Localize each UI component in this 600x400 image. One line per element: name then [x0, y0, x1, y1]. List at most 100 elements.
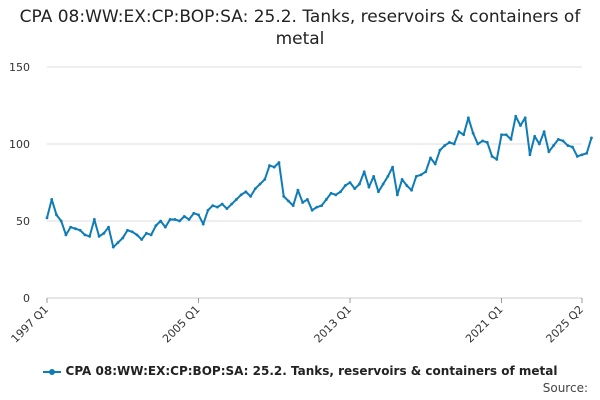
- data-point[interactable]: [443, 144, 447, 147]
- data-point[interactable]: [466, 116, 470, 120]
- data-point[interactable]: [362, 170, 366, 174]
- data-point[interactable]: [130, 230, 134, 234]
- data-point[interactable]: [102, 231, 106, 235]
- data-point[interactable]: [381, 182, 385, 186]
- data-point[interactable]: [552, 144, 555, 147]
- data-point[interactable]: [116, 241, 120, 244]
- data-point[interactable]: [258, 182, 262, 186]
- data-point[interactable]: [400, 178, 404, 181]
- data-point[interactable]: [462, 133, 466, 137]
- data-point[interactable]: [291, 204, 295, 208]
- data-point[interactable]: [410, 188, 413, 192]
- data-point[interactable]: [220, 202, 224, 206]
- data-point[interactable]: [97, 235, 101, 238]
- data-point[interactable]: [178, 219, 181, 223]
- data-point[interactable]: [500, 133, 503, 137]
- data-point[interactable]: [571, 145, 574, 149]
- data-point[interactable]: [173, 218, 177, 221]
- data-point[interactable]: [424, 170, 428, 174]
- data-point[interactable]: [329, 191, 333, 195]
- data-point[interactable]: [452, 142, 456, 146]
- data-point[interactable]: [448, 141, 451, 144]
- data-point[interactable]: [187, 218, 191, 221]
- data-point[interactable]: [523, 116, 527, 120]
- data-point[interactable]: [182, 214, 186, 218]
- data-point[interactable]: [391, 165, 395, 169]
- data-point[interactable]: [78, 228, 82, 232]
- data-point[interactable]: [74, 227, 77, 231]
- data-point[interactable]: [490, 154, 494, 158]
- data-point[interactable]: [145, 231, 148, 235]
- data-point[interactable]: [107, 225, 110, 229]
- data-point[interactable]: [253, 187, 257, 191]
- data-point[interactable]: [405, 184, 409, 187]
- data-point[interactable]: [192, 211, 196, 215]
- data-point[interactable]: [64, 233, 68, 237]
- data-point[interactable]: [126, 228, 129, 232]
- data-point[interactable]: [514, 114, 518, 118]
- data-point[interactable]: [263, 178, 267, 181]
- data-point[interactable]: [135, 233, 139, 237]
- data-point[interactable]: [140, 238, 144, 241]
- data-point[interactable]: [272, 165, 276, 169]
- data-point[interactable]: [230, 202, 234, 206]
- data-point[interactable]: [168, 218, 172, 221]
- data-point[interactable]: [50, 198, 54, 201]
- data-point[interactable]: [301, 201, 305, 204]
- data-point[interactable]: [121, 236, 125, 240]
- data-point[interactable]: [239, 193, 243, 197]
- data-point[interactable]: [197, 213, 200, 217]
- data-point[interactable]: [395, 193, 399, 197]
- data-point[interactable]: [315, 205, 319, 209]
- data-point[interactable]: [211, 204, 215, 208]
- data-point[interactable]: [471, 131, 475, 135]
- data-point[interactable]: [225, 207, 229, 211]
- data-point[interactable]: [306, 198, 309, 201]
- data-point[interactable]: [485, 141, 489, 144]
- data-point[interactable]: [481, 139, 484, 143]
- data-point[interactable]: [69, 225, 73, 229]
- data-point[interactable]: [216, 205, 219, 209]
- data-point[interactable]: [566, 144, 570, 147]
- data-point[interactable]: [533, 134, 537, 138]
- data-point[interactable]: [88, 235, 92, 238]
- data-point[interactable]: [438, 148, 442, 152]
- data-point[interactable]: [561, 139, 565, 143]
- data-point[interactable]: [249, 194, 252, 198]
- data-point[interactable]: [111, 245, 115, 249]
- data-point[interactable]: [282, 194, 286, 198]
- data-point[interactable]: [556, 137, 560, 141]
- data-point[interactable]: [206, 208, 210, 212]
- data-point[interactable]: [353, 187, 357, 191]
- data-point[interactable]: [45, 216, 49, 220]
- data-point[interactable]: [519, 124, 522, 127]
- data-point[interactable]: [509, 137, 513, 141]
- data-point[interactable]: [310, 208, 314, 212]
- data-point[interactable]: [580, 153, 584, 157]
- data-point[interactable]: [163, 225, 167, 229]
- data-point[interactable]: [339, 190, 342, 194]
- data-point[interactable]: [149, 233, 153, 237]
- data-point[interactable]: [334, 193, 338, 197]
- data-point[interactable]: [244, 190, 248, 194]
- data-point[interactable]: [201, 222, 205, 226]
- data-point[interactable]: [367, 185, 371, 189]
- data-point[interactable]: [386, 174, 390, 178]
- data-point[interactable]: [537, 142, 541, 146]
- data-point[interactable]: [296, 188, 300, 192]
- data-point[interactable]: [377, 190, 380, 194]
- data-point[interactable]: [324, 198, 328, 201]
- data-point[interactable]: [92, 218, 96, 221]
- data-point[interactable]: [268, 164, 271, 167]
- data-point[interactable]: [372, 174, 376, 178]
- data-point[interactable]: [358, 182, 361, 186]
- data-point[interactable]: [476, 142, 480, 146]
- data-point[interactable]: [504, 133, 508, 137]
- data-point[interactable]: [542, 130, 546, 134]
- data-point[interactable]: [575, 154, 579, 158]
- data-point[interactable]: [234, 198, 238, 201]
- legend[interactable]: CPA 08:WW:EX:CP:BOP:SA: 25.2. Tanks, res…: [0, 364, 600, 378]
- data-point[interactable]: [154, 224, 158, 228]
- data-point[interactable]: [590, 136, 593, 140]
- data-point[interactable]: [83, 233, 87, 237]
